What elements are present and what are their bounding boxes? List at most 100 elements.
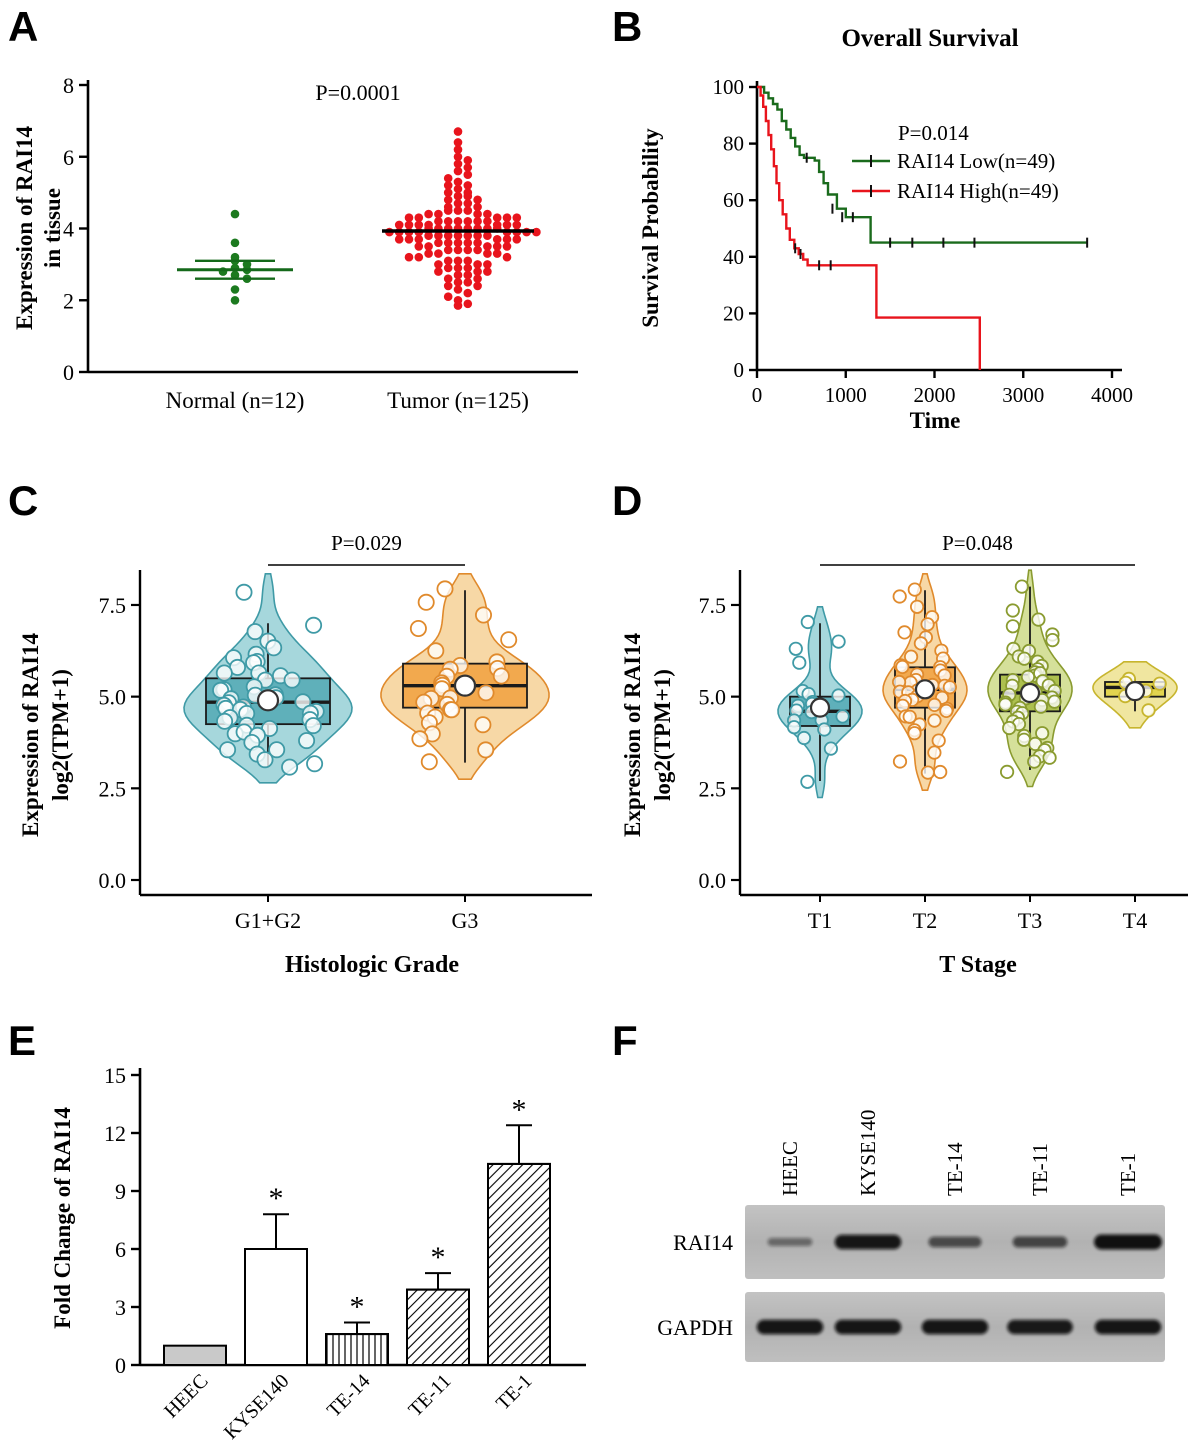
b-y-tick-label: 40 [723,245,744,269]
b-x-tick-label: 3000 [1002,383,1044,407]
svg-c-group-label: G1+G2 [235,908,301,933]
a-y-tick-label: 4 [63,217,74,242]
b-title: Overall Survival [841,25,1018,52]
e-category-label-2: TE-14 [323,1370,375,1422]
f-band-row1-lane3 [1007,1319,1073,1335]
a-y-axis-label: in tissue [40,188,65,268]
f-band-row1-lane1 [834,1319,902,1335]
b-y-tick-label: 100 [713,75,745,99]
svg-c-points-0 [212,583,325,776]
e-category-label-3: TE-11 [404,1370,455,1421]
b-y-axis-label: Survival Probability [638,128,663,328]
f-band-row0-lane4 [1094,1234,1162,1250]
svg-d-y-tick-label: 2.5 [699,776,727,801]
f-band-row0-lane1 [834,1234,902,1250]
svg-d-x-axis-label: T Stage [939,952,1017,978]
a-points-tumor [385,127,541,310]
svg-c-y-axis-label: Expression of RAI14 [18,632,43,837]
panel-letter-b: B [612,3,643,50]
panel-b-survival-chart: Overall Survival 0 1000 2000 3000 4000 0 20 40 60… [638,25,1133,433]
b-y-tick-label: 20 [723,301,744,325]
svg-d-y-axis-label: log2(TPM+1) [650,669,675,801]
e-significance-star-1: * [269,1182,284,1215]
svg-d-y-tick-label: 5.0 [699,685,727,710]
a-y-tick-label: 0 [63,360,74,385]
panel-a-scatter-chart: 0 2 4 6 8 Expression of RAI14 in tissue P=0.000… [12,73,578,413]
e-y-tick-label: 6 [115,1237,126,1262]
e-bar-1 [244,1248,308,1366]
e-y-tick-label: 9 [115,1179,126,1204]
panel-letter-d: D [612,477,643,524]
a-group-label: Tumor (n=125) [387,388,529,413]
panel-letter-a: A [8,3,39,50]
f-lane-label-3: TE-11 [1028,1143,1052,1196]
panel-e-bar-chart: 0 3 6 9 12 15 Fold Change of RAI14 HEEC * KYSE140… [50,1063,586,1444]
panel-letter-e: E [8,1017,37,1064]
f-band-row0-lane3 [1012,1236,1068,1248]
b-x-tick-label: 1000 [825,383,867,407]
e-y-axis-label: Fold Change of RAI14 [50,1107,75,1329]
b-km-curve-1 [757,85,981,370]
a-y-tick-label: 2 [63,288,74,313]
b-y-tick-label: 60 [723,188,744,212]
b-y-tick-label: 80 [723,132,744,156]
e-significance-star-2: * [350,1290,365,1323]
svg-c-x-axis-label: Histologic Grade [285,952,459,978]
svg-c-y-tick-label: 7.5 [99,593,127,618]
a-p-value: P=0.0001 [315,80,400,105]
b-x-tick-label: 4000 [1091,383,1133,407]
f-lane-label-2: TE-14 [943,1142,967,1196]
svg-d-mean-marker-0 [809,697,831,718]
svg-c-p-value: P=0.029 [331,531,402,555]
svg-d-mean-marker-1 [914,679,936,700]
e-category-label-4: TE-1 [492,1370,537,1415]
svg-d-y-tick-label: 7.5 [699,593,727,618]
e-significance-star-4: * [512,1093,527,1126]
f-band-row1-lane2 [921,1319,989,1335]
svg-c-y-axis-label: log2(TPM+1) [48,669,73,801]
a-group-label: Normal (n=12) [166,388,305,413]
panel-f-western-blot: HEEC KYSE140 TE-14 TE-11 TE-1 RAI14 GAPDH [657,1110,1165,1362]
panel-c-violin-chart: 0.0 2.5 5.0 7.5 Expression of RAI14 log2(TPM+… [18,531,592,978]
e-y-tick-label: 0 [115,1353,126,1378]
b-p-value: P=0.014 [898,121,969,145]
f-lane-label-4: TE-1 [1116,1153,1140,1196]
panel-d-violin-chart: 0.0 2.5 5.0 7.5 Expression of RAI14 log2(TPM+… [620,531,1188,978]
f-lane-label-1: KYSE140 [856,1110,880,1196]
e-significance-star-3: * [431,1241,446,1274]
svg-c-y-tick-label: 2.5 [99,776,127,801]
svg-c-y-tick-label: 5.0 [99,685,127,710]
a-points-normal [218,209,252,305]
svg-d-group-label: T2 [913,908,937,933]
panel-letter-c: C [8,477,39,524]
e-y-tick-label: 12 [104,1121,126,1146]
a-y-tick-label: 8 [63,73,74,98]
svg-c-mean-marker-1 [453,674,477,697]
svg-d-p-value: P=0.048 [942,531,1013,555]
svg-c-y-tick-label: 0.0 [99,868,127,893]
panel-letter-f: F [612,1017,638,1064]
f-row-label-0: RAI14 [673,1230,733,1255]
svg-d-y-tick-label: 0.0 [699,868,727,893]
svg-c-points-1 [409,580,518,771]
svg-d-points-2 [998,579,1062,779]
e-category-label-0: HEEC [160,1370,212,1422]
b-y-tick-label: 0 [734,358,745,382]
svg-c-group-label: G3 [452,908,479,933]
e-y-tick-label: 15 [104,1063,126,1088]
f-lane-label-0: HEEC [778,1141,802,1196]
svg-d-points-1 [891,582,957,780]
f-band-row0-lane2 [928,1236,982,1248]
svg-d-mean-marker-2 [1019,682,1041,704]
e-category-label-1: KYSE140 [220,1370,294,1444]
f-band-row0-lane0 [767,1238,813,1246]
f-row-label-1: GAPDH [657,1315,733,1340]
svg-d-group-label: T1 [808,908,832,933]
svg-d-group-label: T4 [1123,908,1147,933]
b-x-axis-label: Time [910,408,961,433]
svg-d-group-label: T3 [1018,908,1042,933]
b-x-tick-label: 2000 [914,383,956,407]
b-legend-label-0: RAI14 Low(n=49) [897,149,1055,173]
b-x-tick-label: 0 [752,383,763,407]
